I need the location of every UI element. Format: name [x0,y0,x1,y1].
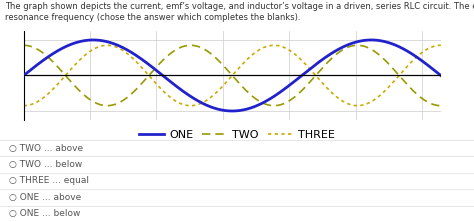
Text: The graph shown depicts the current, emf’s voltage, and inductor’s voltage in a : The graph shown depicts the current, emf… [5,2,474,22]
Text: ○ THREE ... equal: ○ THREE ... equal [9,176,90,185]
Text: ○ TWO ... below: ○ TWO ... below [9,160,83,169]
Legend: ONE, TWO, THREE: ONE, TWO, THREE [135,125,339,144]
Text: ○ TWO ... above: ○ TWO ... above [9,144,83,153]
Text: ○ ONE ... above: ○ ONE ... above [9,193,82,202]
Text: ○ ONE ... below: ○ ONE ... below [9,209,81,218]
